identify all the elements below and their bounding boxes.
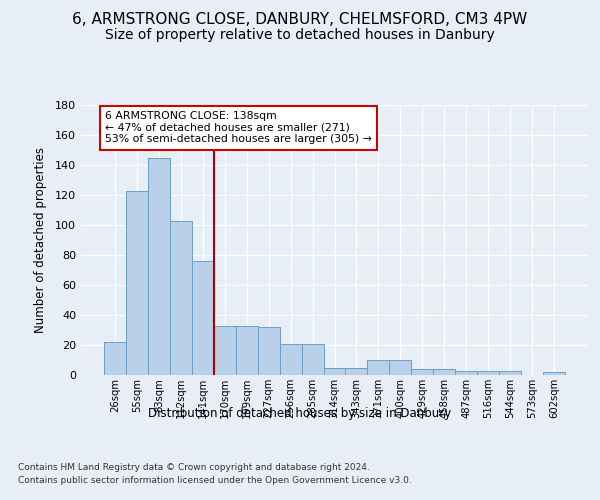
Bar bbox=[104, 342, 126, 375]
Text: Distribution of detached houses by size in Danbury: Distribution of detached houses by size … bbox=[148, 408, 452, 420]
Bar bbox=[455, 370, 477, 375]
Bar bbox=[543, 372, 565, 375]
Y-axis label: Number of detached properties: Number of detached properties bbox=[34, 147, 47, 333]
Bar bbox=[323, 368, 346, 375]
Bar bbox=[192, 261, 214, 375]
Bar bbox=[214, 326, 236, 375]
Bar bbox=[346, 368, 367, 375]
Bar bbox=[170, 220, 192, 375]
Bar bbox=[389, 360, 412, 375]
Text: 6, ARMSTRONG CLOSE, DANBURY, CHELMSFORD, CM3 4PW: 6, ARMSTRONG CLOSE, DANBURY, CHELMSFORD,… bbox=[73, 12, 527, 28]
Bar bbox=[257, 327, 280, 375]
Bar bbox=[148, 158, 170, 375]
Bar bbox=[412, 369, 433, 375]
Bar bbox=[302, 344, 323, 375]
Bar bbox=[280, 344, 302, 375]
Text: Contains public sector information licensed under the Open Government Licence v3: Contains public sector information licen… bbox=[18, 476, 412, 485]
Bar bbox=[433, 369, 455, 375]
Bar bbox=[236, 326, 257, 375]
Text: Contains HM Land Registry data © Crown copyright and database right 2024.: Contains HM Land Registry data © Crown c… bbox=[18, 462, 370, 471]
Text: Size of property relative to detached houses in Danbury: Size of property relative to detached ho… bbox=[105, 28, 495, 42]
Bar bbox=[126, 190, 148, 375]
Bar bbox=[367, 360, 389, 375]
Text: 6 ARMSTRONG CLOSE: 138sqm
← 47% of detached houses are smaller (271)
53% of semi: 6 ARMSTRONG CLOSE: 138sqm ← 47% of detac… bbox=[105, 111, 372, 144]
Bar bbox=[477, 370, 499, 375]
Bar bbox=[499, 370, 521, 375]
